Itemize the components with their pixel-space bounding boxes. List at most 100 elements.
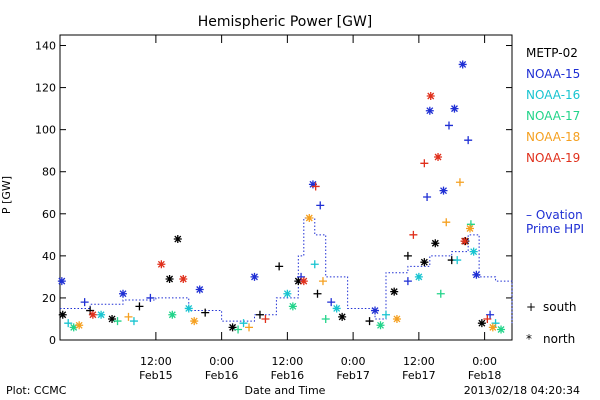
north-marker-star [288, 302, 297, 311]
south-marker-plus [297, 272, 306, 281]
south-marker-plus [261, 314, 270, 323]
north-marker-star [308, 180, 317, 189]
north-marker-star [58, 310, 67, 319]
south-marker-plus [80, 298, 89, 307]
north-marker-star [250, 272, 259, 281]
north-marker-star [69, 323, 78, 332]
legend-entry-metp-02: METP-02 [526, 46, 578, 60]
y-axis-label: P [GW] [0, 176, 13, 214]
north-marker-star [168, 310, 177, 319]
north-marker-star [376, 321, 385, 330]
north-marker-star [469, 247, 478, 256]
south-marker-plus [403, 251, 412, 260]
north-marker-star [477, 319, 486, 328]
south-marker-plus [135, 302, 144, 311]
legend-entry-noaa-19: NOAA-19 [526, 151, 580, 165]
north-marker-star [88, 310, 97, 319]
x-tick-label-date: Feb17 [336, 369, 369, 382]
x-tick-label-time: 12:00 [403, 355, 435, 368]
north-marker-star [390, 287, 399, 296]
south-marker-plus [455, 178, 464, 187]
legend-ovation-line1: – Ovation [526, 208, 583, 222]
south-marker-plus [423, 192, 432, 201]
x-tick-label-date: Feb18 [468, 369, 501, 382]
legend-entry-noaa-17: NOAA-17 [526, 109, 580, 123]
south-marker-plus [275, 262, 284, 271]
south-marker-plus [444, 121, 453, 130]
south-marker-plus [311, 182, 320, 191]
series-noaa-19 [88, 92, 492, 323]
north-marker-star [97, 310, 106, 319]
plot-area: 02040608010012014012:00Feb150:00Feb1612:… [35, 34, 513, 382]
south-marker-plus [316, 201, 325, 210]
south-marker-plus [310, 260, 319, 269]
legend-south-symbol: + [526, 300, 536, 314]
north-marker-star [190, 317, 199, 326]
x-tick-label-time: 12:00 [272, 355, 304, 368]
north-marker-star [195, 285, 204, 294]
south-marker-plus [442, 218, 451, 227]
x-tick-label-time: 0:00 [472, 355, 497, 368]
x-tick-label-time: 0:00 [209, 355, 234, 368]
south-marker-plus [239, 319, 248, 328]
legend-south-label: south [543, 300, 577, 314]
south-marker-plus [365, 317, 374, 326]
y-tick-label: 40 [42, 250, 56, 263]
series-noaa-17 [69, 220, 506, 334]
north-marker-star [458, 60, 467, 69]
south-marker-plus [146, 293, 155, 302]
y-tick-label: 0 [49, 334, 56, 347]
south-marker-plus [453, 256, 462, 265]
north-marker-star [294, 277, 303, 286]
south-marker-plus [201, 308, 210, 317]
north-marker-star [75, 321, 84, 330]
south-marker-plus [436, 289, 445, 298]
north-marker-star [305, 214, 314, 222]
x-tick-label-date: Feb15 [139, 369, 172, 382]
y-tick-label: 60 [42, 208, 56, 221]
y-tick-label: 120 [35, 82, 56, 95]
north-marker-star [439, 186, 448, 195]
series-noaa-16 [64, 247, 500, 328]
y-tick-label: 140 [35, 40, 56, 53]
x-tick-label-date: Feb16 [205, 369, 238, 382]
north-marker-star [332, 304, 341, 313]
plot-frame [59, 34, 513, 341]
north-marker-star [420, 258, 429, 267]
south-marker-plus [113, 317, 122, 326]
north-marker-star [119, 289, 128, 298]
north-marker-star [425, 106, 434, 115]
x-tick-label-date: Feb17 [402, 369, 435, 382]
south-marker-plus [327, 298, 336, 307]
south-marker-plus [86, 306, 95, 315]
north-marker-star [338, 312, 347, 321]
north-marker-star [184, 304, 193, 313]
south-marker-plus [321, 314, 330, 323]
footer-plot-credit: Plot: CCMC [6, 384, 67, 397]
south-marker-plus [420, 159, 429, 168]
south-marker-plus [318, 277, 327, 286]
north-marker-star [157, 260, 166, 269]
north-marker-star [299, 277, 308, 286]
x-tick-label-time: 0:00 [341, 355, 366, 368]
series-noaa-15 [57, 60, 495, 319]
north-marker-star [488, 323, 497, 332]
legend-north-symbol: * [526, 332, 532, 346]
south-marker-plus [486, 310, 495, 319]
south-marker-plus [381, 310, 390, 319]
south-marker-plus [313, 289, 322, 298]
chart-title: Hemispheric Power [GW] [198, 14, 373, 30]
north-marker-star [57, 277, 66, 286]
south-marker-plus [124, 312, 133, 321]
south-marker-plus [403, 277, 412, 286]
north-marker-star [434, 153, 443, 161]
south-marker-plus [64, 319, 73, 328]
south-marker-plus [129, 317, 138, 326]
footer-timestamp: 2013/02/18 04:20:34 [464, 384, 580, 397]
north-marker-star [228, 323, 237, 332]
legend-north-label: north [543, 332, 575, 346]
north-marker-star [414, 272, 423, 281]
north-marker-star [497, 325, 506, 334]
north-marker-star [371, 306, 380, 315]
